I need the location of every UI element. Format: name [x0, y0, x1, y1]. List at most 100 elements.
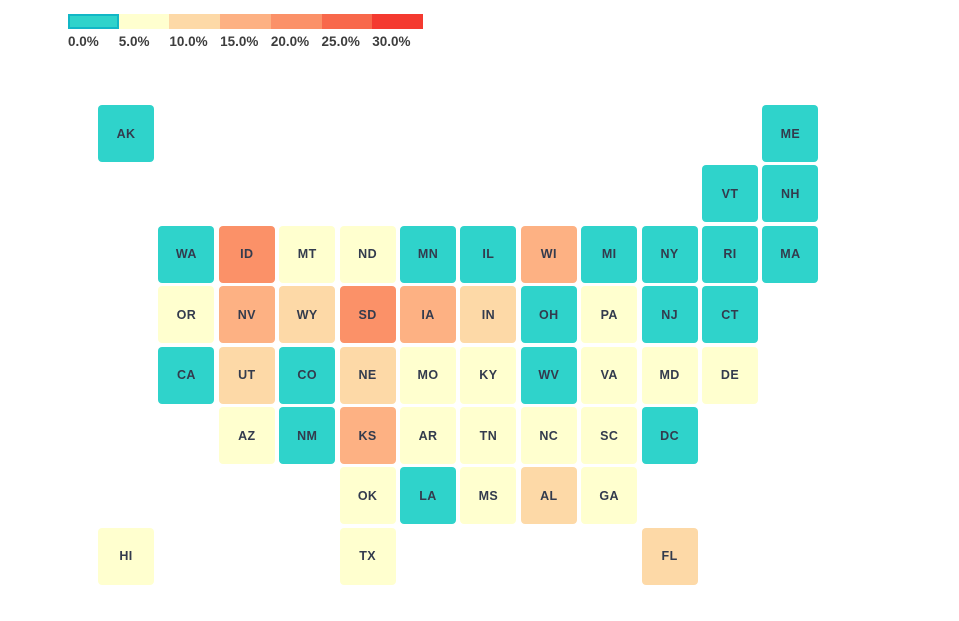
state-tile-ct[interactable]: CT	[702, 286, 758, 344]
legend-tick-label: 25.0%	[321, 34, 360, 49]
state-tile-wa[interactable]: WA	[158, 225, 215, 283]
state-abbr-label: IN	[481, 307, 496, 322]
state-abbr-label: SD	[358, 307, 377, 322]
state-tile-pa[interactable]: PA	[581, 286, 638, 344]
state-tile-ak[interactable]: AK	[98, 105, 154, 162]
state-abbr-label: FL	[661, 549, 678, 564]
state-abbr-label: NM	[297, 428, 318, 443]
state-tile-nd[interactable]: ND	[339, 225, 396, 283]
state-tile-de[interactable]: DE	[702, 346, 758, 404]
state-tile-mt[interactable]: MT	[279, 225, 336, 283]
state-tile-dc[interactable]: DC	[641, 407, 698, 464]
legend-tick-label: 0.0%	[68, 34, 99, 49]
legend-tick-label: 10.0%	[169, 34, 208, 49]
state-abbr-label: NJ	[661, 307, 678, 322]
state-tile-nv[interactable]: NV	[218, 286, 275, 344]
state-abbr-label: AZ	[238, 428, 256, 443]
state-tile-nj[interactable]: NJ	[641, 286, 698, 344]
state-abbr-label: IA	[421, 307, 435, 322]
state-tile-sc[interactable]: SC	[581, 407, 638, 464]
state-tile-ms[interactable]: MS	[460, 467, 517, 525]
state-tile-ma[interactable]: MA	[762, 225, 819, 283]
legend-swatch-1	[118, 14, 170, 29]
state-tile-ia[interactable]: IA	[400, 286, 456, 344]
state-tile-vt[interactable]: VT	[702, 165, 758, 223]
state-abbr-label: NC	[539, 428, 559, 443]
legend-swatches	[68, 14, 423, 29]
state-abbr-label: KY	[479, 368, 498, 383]
legend-swatch-4	[270, 14, 322, 29]
state-tile-mi[interactable]: MI	[581, 225, 638, 283]
state-tile-ky[interactable]: KY	[460, 346, 517, 404]
state-tile-ar[interactable]: AR	[400, 407, 456, 464]
state-tile-tn[interactable]: TN	[460, 407, 517, 464]
state-tile-il[interactable]: IL	[460, 225, 517, 283]
state-tile-ny[interactable]: NY	[641, 225, 698, 283]
state-abbr-label: TX	[359, 549, 376, 564]
state-tile-tx[interactable]: TX	[339, 527, 396, 585]
state-tile-wy[interactable]: WY	[279, 286, 336, 344]
state-tile-al[interactable]: AL	[520, 467, 577, 525]
state-abbr-label: MS	[478, 488, 499, 503]
state-tile-mo[interactable]: MO	[400, 346, 456, 404]
state-tile-wi[interactable]: WI	[520, 225, 577, 283]
state-tile-md[interactable]: MD	[641, 346, 698, 404]
legend-swatch-5	[321, 14, 373, 29]
state-tile-mn[interactable]: MN	[400, 225, 456, 283]
state-abbr-label: WY	[296, 307, 318, 322]
state-abbr-label: VA	[600, 368, 618, 383]
state-abbr-label: MI	[601, 247, 617, 262]
state-abbr-label: DC	[660, 428, 680, 443]
state-tile-ga[interactable]: GA	[581, 467, 638, 525]
state-tile-nc[interactable]: NC	[520, 407, 577, 464]
state-abbr-label: NV	[237, 307, 256, 322]
state-tile-oh[interactable]: OH	[520, 286, 577, 344]
state-abbr-label: HI	[119, 549, 133, 564]
state-abbr-label: DE	[720, 368, 740, 383]
state-abbr-label: AK	[116, 126, 136, 141]
state-tile-sd[interactable]: SD	[339, 286, 396, 344]
state-abbr-label: RI	[723, 247, 737, 262]
state-abbr-label: PA	[600, 307, 618, 322]
state-tile-ok[interactable]: OK	[339, 467, 396, 525]
state-abbr-label: OK	[357, 488, 378, 503]
state-tile-or[interactable]: OR	[158, 286, 215, 344]
color-legend: 0.0% 5.0% 10.0% 15.0% 20.0% 25.0% 30.0%	[68, 14, 468, 50]
legend-swatch-6	[372, 14, 423, 29]
legend-swatch-2	[169, 14, 221, 29]
state-tile-hi[interactable]: HI	[98, 527, 154, 585]
state-tile-nh[interactable]: NH	[762, 165, 819, 223]
state-tile-me[interactable]: ME	[762, 105, 819, 162]
state-abbr-label: AR	[418, 428, 438, 443]
state-abbr-label: ND	[358, 247, 378, 262]
state-abbr-label: ID	[240, 247, 254, 262]
legend-tick-label: 30.0%	[372, 34, 411, 49]
state-abbr-label: WV	[538, 368, 560, 383]
state-tile-ut[interactable]: UT	[218, 346, 275, 404]
state-abbr-label: MD	[659, 368, 680, 383]
state-tile-ri[interactable]: RI	[702, 225, 758, 283]
legend-tick-label: 5.0%	[118, 34, 150, 49]
state-tile-ne[interactable]: NE	[339, 346, 396, 404]
legend-tick-label: 15.0%	[220, 34, 259, 49]
state-tile-ks[interactable]: KS	[339, 407, 396, 464]
state-abbr-label: IL	[482, 247, 495, 262]
state-tile-in[interactable]: IN	[460, 286, 517, 344]
state-abbr-label: AL	[540, 488, 558, 503]
state-tile-co[interactable]: CO	[279, 346, 336, 404]
state-abbr-label: MA	[780, 247, 801, 262]
state-abbr-label: OR	[176, 307, 197, 322]
state-tile-nm[interactable]: NM	[279, 407, 336, 464]
state-tile-wv[interactable]: WV	[520, 346, 577, 404]
state-abbr-label: MO	[417, 368, 439, 383]
state-tile-ca[interactable]: CA	[158, 346, 215, 404]
state-abbr-label: LA	[419, 488, 437, 503]
state-tile-az[interactable]: AZ	[218, 407, 275, 464]
state-tile-la[interactable]: LA	[400, 467, 456, 525]
legend-tick-label: 20.0%	[270, 34, 310, 49]
state-abbr-label: GA	[599, 488, 619, 503]
state-tile-va[interactable]: VA	[581, 346, 638, 404]
state-tile-fl[interactable]: FL	[641, 527, 698, 585]
state-tile-id[interactable]: ID	[218, 225, 275, 283]
